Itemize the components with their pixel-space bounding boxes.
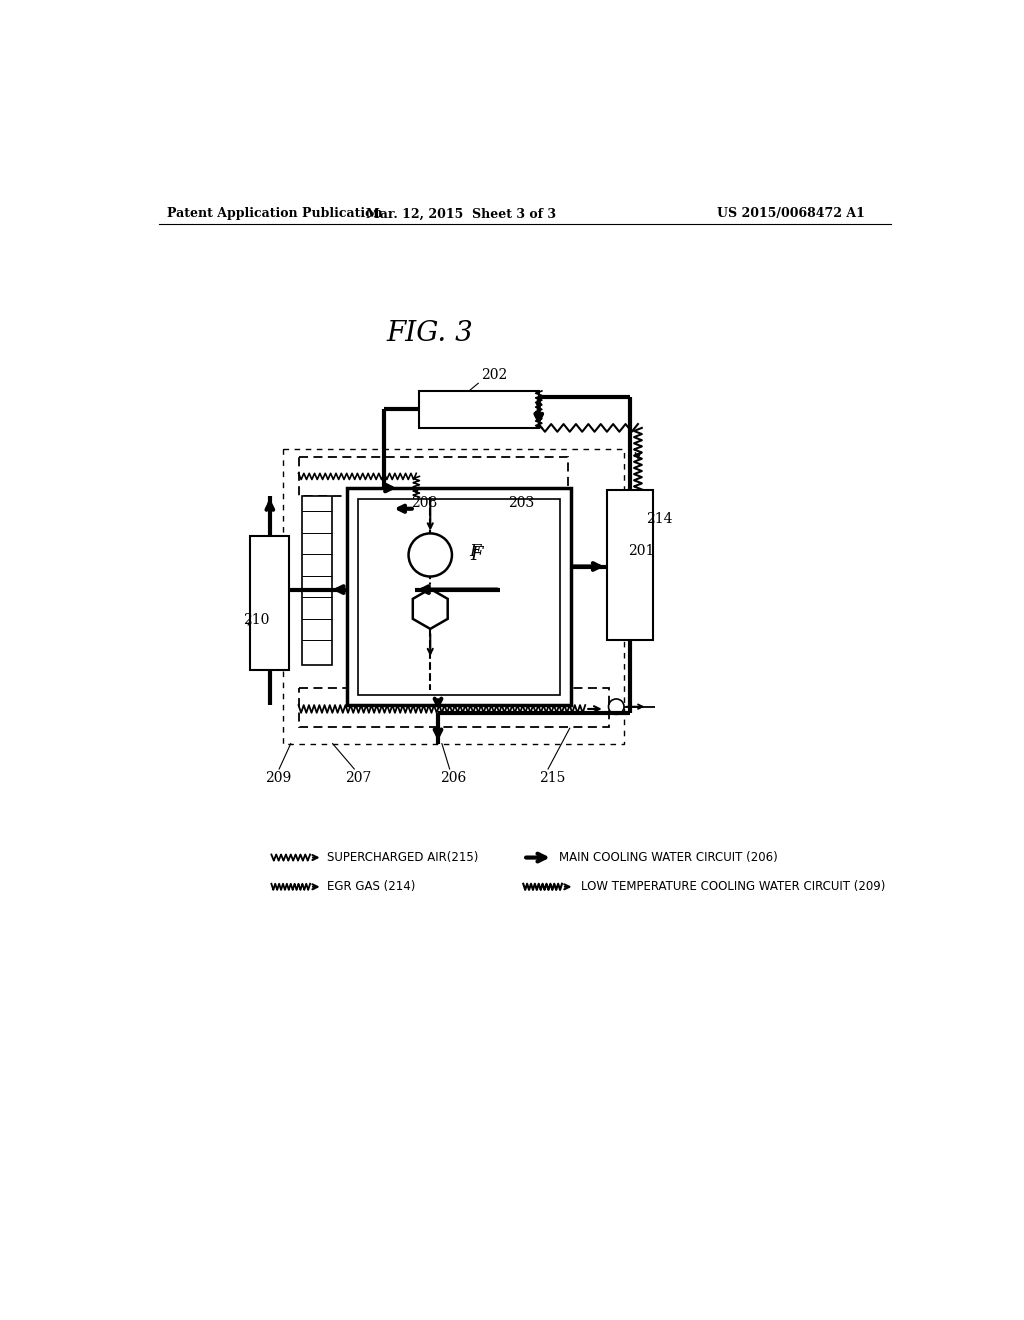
Text: F: F bbox=[469, 543, 481, 560]
Bar bbox=[358, 499, 560, 696]
Text: 214: 214 bbox=[646, 512, 672, 525]
Bar bbox=[607, 490, 653, 640]
Bar bbox=[283, 449, 624, 743]
Text: EGR GAS (214): EGR GAS (214) bbox=[328, 880, 416, 894]
Text: F: F bbox=[470, 546, 483, 564]
Text: 207: 207 bbox=[345, 771, 372, 784]
Text: FIG. 3: FIG. 3 bbox=[387, 321, 474, 347]
Text: 208: 208 bbox=[411, 496, 437, 511]
Text: 201: 201 bbox=[628, 544, 654, 558]
Bar bbox=[302, 496, 332, 665]
Text: 202: 202 bbox=[480, 368, 507, 381]
Bar bbox=[251, 536, 289, 671]
Bar bbox=[419, 391, 539, 428]
Text: 215: 215 bbox=[539, 771, 565, 784]
Bar bbox=[299, 457, 568, 496]
Bar bbox=[347, 488, 570, 705]
Text: 209: 209 bbox=[265, 771, 292, 784]
Text: MAIN COOLING WATER CIRCUIT (206): MAIN COOLING WATER CIRCUIT (206) bbox=[559, 851, 777, 865]
Text: 210: 210 bbox=[243, 614, 269, 627]
Text: Mar. 12, 2015  Sheet 3 of 3: Mar. 12, 2015 Sheet 3 of 3 bbox=[367, 207, 556, 220]
Text: US 2015/0068472 A1: US 2015/0068472 A1 bbox=[717, 207, 865, 220]
Bar bbox=[299, 688, 608, 726]
Text: LOW TEMPERATURE COOLING WATER CIRCUIT (209): LOW TEMPERATURE COOLING WATER CIRCUIT (2… bbox=[581, 880, 885, 894]
Text: SUPERCHARGED AIR(215): SUPERCHARGED AIR(215) bbox=[328, 851, 478, 865]
Text: Patent Application Publication: Patent Application Publication bbox=[167, 207, 382, 220]
Text: 203: 203 bbox=[508, 496, 534, 511]
Text: 206: 206 bbox=[440, 771, 467, 784]
